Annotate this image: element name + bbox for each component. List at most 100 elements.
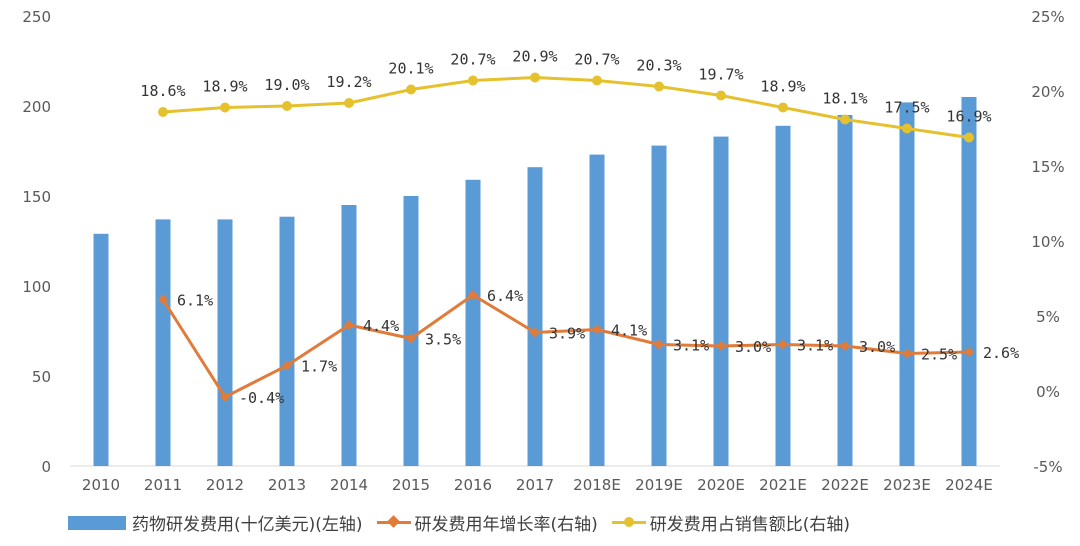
growth-rate-data-label: 6.1% [177, 292, 213, 310]
growth-rate-data-label: 4.4% [363, 317, 399, 335]
growth-rate-point [220, 392, 230, 402]
growth-rate-point [964, 347, 974, 357]
sales-ratio-point [902, 123, 912, 134]
growth-rate-data-label: 3.1% [797, 337, 833, 355]
growth-rate-point [344, 320, 354, 330]
growth-rate-data-label: 2.5% [921, 346, 957, 364]
x-axis-tick-label: 2013 [268, 476, 306, 494]
legend-label-sales-ratio: 研发费用占销售额比(右轴) [649, 515, 851, 535]
bar [155, 219, 171, 466]
sales-ratio-point [716, 90, 726, 101]
bar [217, 219, 233, 466]
right-axis-tick-label: 15% [1031, 158, 1064, 176]
bar [775, 125, 791, 467]
right-axis-tick-label: 5% [1036, 308, 1060, 326]
sales-ratio-data-label: 18.1% [822, 90, 867, 108]
growth-rate-point [282, 360, 292, 371]
sales-ratio-line [162, 76, 970, 139]
growth-rate-data-label: 3.9% [549, 325, 585, 343]
left-axis-tick-label: 100 [22, 278, 51, 296]
growth-rate-point [468, 290, 478, 300]
sales-ratio-point [654, 81, 664, 92]
x-axis-tick-label: 2017 [516, 476, 554, 494]
sales-ratio-data-label: 19.7% [698, 66, 743, 84]
growth-rate-line [161, 293, 970, 399]
left-axis-tick-label: 150 [22, 188, 51, 206]
sales-ratio-data-label: 18.6% [140, 82, 185, 100]
legend-swatch-ratio-line [611, 517, 646, 527]
sales-ratio-data-label: 20.9% [512, 48, 557, 66]
sales-ratio-point [964, 132, 974, 143]
legend-label-growth-rate: 研发费用年增长率(右轴) [414, 515, 598, 535]
bar [527, 167, 543, 466]
growth-rate-point [654, 339, 664, 350]
bar [279, 216, 295, 466]
sales-ratio-point [468, 75, 478, 86]
right-axis-tick-label: 0% [1036, 383, 1060, 401]
growth-rate-point [902, 348, 912, 359]
sales-ratio-data-label: 17.5% [884, 99, 929, 117]
left-axis-tick-label: 200 [22, 98, 51, 116]
legend-item-growth-rate: 研发费用年增长率(右轴) [376, 510, 598, 535]
growth-rate-data-label: 3.5% [425, 331, 461, 349]
growth-rate-data-label: 2.6% [983, 344, 1019, 362]
right-axis-tick-label: 20% [1031, 83, 1064, 101]
growth-rate-point [158, 294, 168, 305]
x-axis-tick-label: 2018E [573, 476, 621, 494]
bar [465, 179, 481, 467]
sales-ratio-data-label: 20.7% [450, 51, 495, 69]
sales-ratio-point [840, 114, 850, 125]
x-axis-tick-label: 2016 [454, 476, 492, 494]
growth-rate-data-label: -0.4% [239, 389, 284, 407]
x-axis-tick-label: 2024E [945, 476, 993, 494]
growth-rate-data-label: 3.1% [673, 337, 709, 355]
left-axis-tick-label: 250 [22, 8, 51, 26]
left-axis-tick-label: 50 [32, 368, 51, 386]
sales-ratio-point [778, 102, 788, 113]
x-axis-tick-label: 2015 [392, 476, 430, 494]
growth-rate-point [778, 339, 788, 350]
x-axis-tick-label: 2021E [759, 476, 807, 494]
right-axis-tick-label: 25% [1031, 8, 1064, 26]
growth-rate-point [840, 341, 850, 351]
sales-ratio-data-label: 18.9% [760, 78, 805, 96]
sales-ratio-data-label: 16.9% [946, 108, 991, 126]
x-axis-tick-label: 2011 [144, 476, 182, 494]
sales-ratio-point [530, 72, 540, 83]
sales-ratio-data-label: 20.1% [388, 60, 433, 78]
sales-ratio-data-label: 18.9% [202, 78, 247, 96]
sales-ratio-point [282, 101, 292, 111]
legend-label-rd-spend: 药物研发费用(十亿美元)(左轴) [132, 515, 363, 535]
sales-ratio-point [592, 75, 602, 86]
x-axis-tick-label: 2022E [821, 476, 869, 494]
x-axis-tick-label: 2010 [82, 476, 120, 494]
x-axis-tick-label: 2023E [883, 476, 931, 494]
bar [403, 196, 419, 466]
sales-ratio-data-label: 20.3% [636, 57, 681, 75]
bar [961, 97, 977, 466]
right-axis-tick-label: -5% [1033, 458, 1062, 476]
x-axis-tick-label: 2020E [697, 476, 745, 494]
bar [341, 205, 357, 466]
sales-ratio-data-label: 19.2% [326, 73, 371, 91]
sales-ratio-point [344, 98, 354, 108]
bar [837, 115, 853, 466]
growth-rate-data-label: 4.1% [611, 322, 647, 340]
x-axis-tick-label: 2014 [330, 476, 368, 494]
growth-rate-point [716, 341, 726, 351]
sales-ratio-data-label: 19.0% [264, 76, 309, 94]
x-axis-tick-label: 2019E [635, 476, 683, 494]
growth-rate-data-label: 3.0% [735, 338, 771, 356]
growth-rate-point [406, 333, 416, 344]
growth-rate-data-label: 6.4% [487, 287, 523, 305]
bar [899, 102, 915, 467]
growth-rate-point [530, 327, 540, 338]
growth-rate-point [592, 324, 602, 335]
chart-legend: 药物研发费用(十亿美元)(左轴) 研发费用年增长率(右轴) 研发费用占销售额比(… [68, 510, 864, 535]
legend-item-rd-spend: 药物研发费用(十亿美元)(左轴) [68, 510, 363, 535]
growth-rate-data-label: 1.7% [301, 358, 337, 376]
x-axis-tick-label: 2012 [206, 476, 244, 494]
sales-ratio-point [406, 84, 416, 95]
legend-item-sales-ratio: 研发费用占销售额比(右轴) [611, 510, 851, 535]
